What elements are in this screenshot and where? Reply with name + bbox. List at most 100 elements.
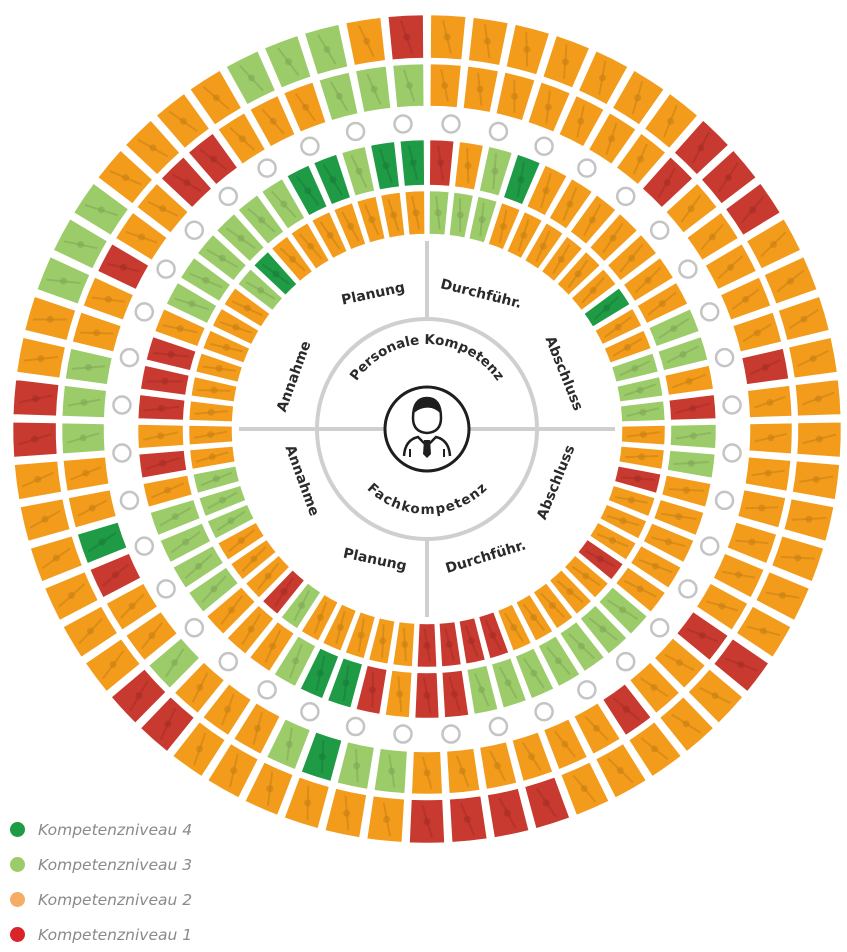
ring-segment-node [224,706,231,713]
ring-segment-node [285,58,292,65]
ring-segment-node [80,434,87,441]
ring-segment-node [188,300,195,307]
ring-segment-node [664,179,671,186]
ring-segment-node [161,378,168,385]
ring-segment-node [816,436,823,443]
ring-segment-node [690,432,697,439]
ring-segment-node [289,256,296,263]
ring-segment-node [182,538,189,545]
ring-segment-node [307,243,314,250]
ring-segment-node [810,355,817,362]
ring-segment-node [210,156,217,163]
ring-segment-node [549,602,556,609]
ring-segment-node [180,118,187,125]
ring-marker-circle [394,726,411,743]
ring-segment-node [567,201,574,208]
ring-segment-node [638,453,645,460]
ring-segment-node [620,517,627,524]
ring-segment-node [211,387,218,394]
ring-segment-node [219,255,226,262]
ring-segment-node [368,216,375,223]
ring-segment-node [34,476,41,483]
ring-segment-node [317,614,324,621]
ring-segment-node [383,816,390,823]
ring-segment-node [651,684,658,691]
ring-segment-node [248,626,255,633]
ring-segment-node [652,563,659,570]
ring-segment-node [523,46,530,53]
ring-segment-node [93,329,100,336]
ring-segment-node [401,641,408,648]
ring-segment-node [257,287,264,294]
ring-segment-node [77,241,84,248]
ring-segment-node [196,745,203,752]
ring-marker-circle [701,303,718,320]
ring-marker-circle [701,538,718,555]
ring-segment-node [582,573,589,580]
ring-segment-node [207,431,214,438]
ring-segment-node [688,205,695,212]
legend-label-level1: Kompetenzniveau 1 [38,926,192,944]
ring-segment-node [358,632,365,639]
ring-marker-circle [679,580,696,597]
ring-marker-circle [651,222,668,239]
ring-segment-node [238,537,245,544]
ring-segment-node [670,325,677,332]
ring-segment-node [317,670,324,677]
ring-segment-node [631,365,638,372]
ring-segment-node [593,725,600,732]
ring-segment-node [292,657,299,664]
ring-segment-node [520,232,527,239]
ring-segment-node [530,614,537,621]
ring-segment-node [213,475,220,482]
legend-item-level3: Kompetenzniveau 3 [10,847,192,882]
ring-segment-node [31,436,38,443]
ring-segment-node [202,277,209,284]
ring-segment-node [489,632,496,639]
ring-segment-node [209,453,216,460]
ring-marker-circle [724,445,741,462]
ring-segment-node [479,216,486,223]
ring-segment-node [406,82,413,89]
ring-segment-node [87,628,94,635]
ring-marker-circle [136,303,153,320]
ring-marker-circle [113,396,130,413]
ring-segment-node [758,505,765,512]
ring-segment-node [437,159,444,166]
ring-segment-node [530,670,537,677]
legend-dot-level3 [10,857,25,872]
ring-marker-circle [536,703,553,720]
ring-segment-node [441,82,448,89]
ring-segment-node [590,287,597,294]
ring-segment-node [171,659,178,666]
ring-segment-node [228,607,235,614]
ring-segment-node [258,217,265,224]
ring-segment-node [269,643,276,650]
ring-segment-node [135,692,142,699]
ring-segment-node [683,720,690,727]
ring-segment-node [697,144,704,151]
ring-segment-node [619,607,626,614]
ring-marker-circle [113,445,130,462]
ring-segment-node [281,588,288,595]
ring-segment-node [32,395,39,402]
ring-segment-node [216,365,223,372]
ring-segment-node [329,176,336,183]
ring-segment-node [37,355,44,362]
ring-marker-circle [443,726,460,743]
ring-marker-circle [301,703,318,720]
ring-segment-node [699,632,706,639]
ring-segment-node [248,74,255,81]
ring-segment-node [779,592,786,599]
ring-segment-node [628,497,635,504]
ring-segment-node [183,179,190,186]
ring-segment-node [815,395,822,402]
legend-dot-level1 [10,927,25,942]
ring-segment-node [239,135,246,142]
ring-segment-node [424,770,431,777]
ring-marker-circle [443,115,460,132]
ring-segment-node [659,300,666,307]
ring-segment-node [424,642,431,649]
ring-segment-node [609,537,616,544]
ring-segment-node [158,405,165,412]
